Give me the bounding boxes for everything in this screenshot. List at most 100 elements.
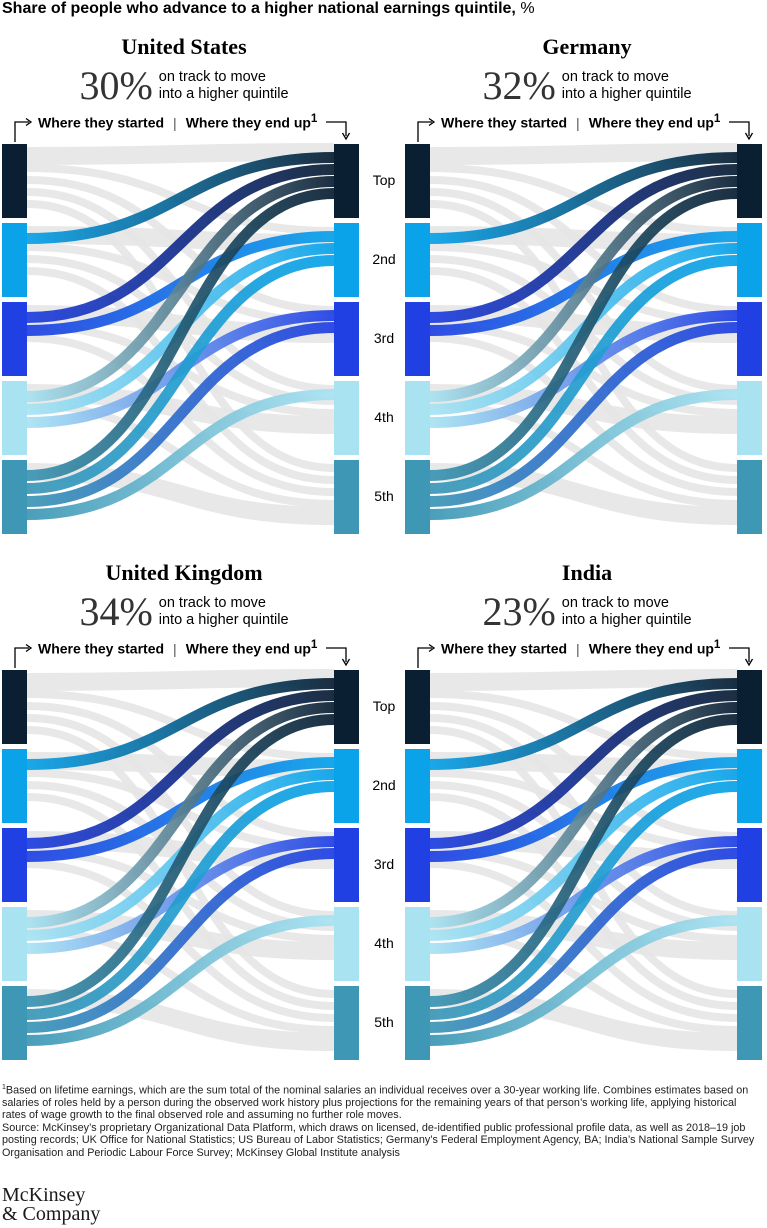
logo-line1: McKinsey <box>2 1184 86 1206</box>
start-node-3rd <box>405 828 430 902</box>
advance-share: 32% on track to move into a higher quintil… <box>405 62 767 109</box>
start-node-4th <box>405 907 430 981</box>
flow-header-started: Where they started <box>441 640 568 657</box>
advance-share: 34% on track to move into a higher quintil… <box>2 588 366 635</box>
start-node-3rd <box>405 302 430 376</box>
sankey-chart <box>2 117 359 534</box>
flow-5th-to-2nd <box>26 781 335 1020</box>
flow-arrows <box>417 117 754 142</box>
stat-text-line1: on track to move <box>561 594 669 611</box>
end-arrow-line <box>326 647 347 662</box>
flow-5th-to-2nd <box>429 781 738 1020</box>
upward-flows <box>26 678 335 1046</box>
flow-top-to-top <box>26 143 335 165</box>
flow-5th-to-top <box>429 188 738 481</box>
flow-4th-to-top <box>26 176 335 402</box>
upward-flows <box>429 152 738 520</box>
end-arrow-head <box>341 658 351 667</box>
flow-5th-to-4th <box>429 915 738 1046</box>
start-node-2nd <box>2 749 27 823</box>
end-node-top <box>334 144 359 218</box>
end-node-2nd <box>334 223 359 297</box>
end-node-5th <box>334 460 359 534</box>
flow-3rd-to-top <box>26 690 335 849</box>
flow-5th-to-4th <box>429 389 738 520</box>
flow-header-end: Where they end up <box>185 114 311 131</box>
chart-main-title: Share of people who advance to a higher … <box>2 0 535 17</box>
flow-5th-to-3rd <box>429 322 738 507</box>
advance-share: 30% on track to move into a higher quintil… <box>2 62 366 109</box>
start-node-5th <box>2 460 27 534</box>
flow-2nd-to-top <box>26 678 335 770</box>
stat-text-line1: on track to move <box>561 68 669 85</box>
footnote-text: Based on lifetime earnings, which are th… <box>2 1084 749 1122</box>
sankey-chart <box>405 117 762 534</box>
flow-3rd-to-top <box>429 164 738 323</box>
start-node-5th <box>405 986 430 1060</box>
quintile-label-4th: 4th <box>374 409 394 425</box>
flow-top-to-top <box>429 669 738 691</box>
start-node-2nd <box>2 223 27 297</box>
advance-share-value: 23% <box>482 589 556 634</box>
country-title: India <box>561 560 613 585</box>
end-node-5th <box>334 986 359 1060</box>
flow-2nd-to-top <box>429 152 738 244</box>
flow-5th-to-2nd <box>26 255 335 494</box>
end-arrow-line <box>729 647 750 662</box>
stat-text-line1: on track to move <box>158 594 266 611</box>
flow-header-started: Where they started <box>38 114 165 131</box>
flow-top-to-top <box>26 669 335 691</box>
end-node-2nd <box>737 223 762 297</box>
end-node-3rd <box>737 302 762 376</box>
end-arrow-head <box>341 132 351 141</box>
flow-header: Where they started | Where they end up1 <box>441 112 720 131</box>
stat-text-line2: into a higher quintile <box>158 85 289 102</box>
stat-text-line2: into a higher quintile <box>561 611 692 628</box>
end-arrow-line <box>326 121 347 136</box>
footnote: 1Based on lifetime earnings, which are t… <box>2 1082 757 1159</box>
panel-united-kingdom: United Kingdom 34% on track to move into a… <box>2 526 366 1060</box>
end-node-3rd <box>334 302 359 376</box>
start-arrow-head <box>25 643 33 653</box>
start-node-3rd <box>2 302 27 376</box>
flow-5th-to-4th <box>26 915 335 1046</box>
start-arrow-line <box>417 647 432 668</box>
start-node-2nd <box>405 223 430 297</box>
quintile-label-5th: 5th <box>374 1014 394 1030</box>
stat-text-line2: into a higher quintile <box>158 611 289 628</box>
start-node-top <box>2 670 27 744</box>
advance-share-value: 34% <box>79 589 153 634</box>
flow-header-separator: | <box>576 640 580 657</box>
flow-header-separator: | <box>173 640 177 657</box>
advance-share: 23% on track to move into a higher quintil… <box>405 588 767 635</box>
end-node-5th <box>737 986 762 1060</box>
country-title: United Kingdom <box>105 560 263 585</box>
flow-5th-to-4th <box>26 389 335 520</box>
flow-arrows <box>14 117 351 142</box>
quintile-label-3rd: 3rd <box>373 330 395 346</box>
end-node-2nd <box>334 749 359 823</box>
end-node-top <box>737 144 762 218</box>
flow-2nd-to-top <box>429 678 738 770</box>
flow-5th-to-3rd <box>26 848 335 1033</box>
flow-4th-to-top <box>429 702 738 928</box>
panel-india: India 23% on track to move into a higher q… <box>405 526 767 1060</box>
flow-top-to-top <box>429 143 738 165</box>
flow-arrows <box>14 643 351 668</box>
start-arrow-line <box>14 647 29 668</box>
start-node-4th <box>2 381 27 455</box>
advance-share-value: 32% <box>482 63 556 108</box>
panel-germany: Germany 32% on track to move into a higher… <box>405 0 767 534</box>
start-node-5th <box>2 986 27 1060</box>
footnote-source: Source: McKinsey’s proprietary Organizat… <box>2 1121 755 1159</box>
end-node-5th <box>737 460 762 534</box>
stat-text-line2: into a higher quintile <box>561 85 692 102</box>
start-arrow-line <box>14 121 29 142</box>
end-node-4th <box>334 381 359 455</box>
quintile-label-3rd: 3rd <box>373 856 395 872</box>
quintile-label-4th: 4th <box>374 935 394 951</box>
quintile-label-2nd: 2nd <box>372 251 396 267</box>
footnote-marker: 1 <box>2 1084 6 1091</box>
country-title: United States <box>121 34 247 59</box>
flow-header-end: Where they end up <box>588 114 714 131</box>
